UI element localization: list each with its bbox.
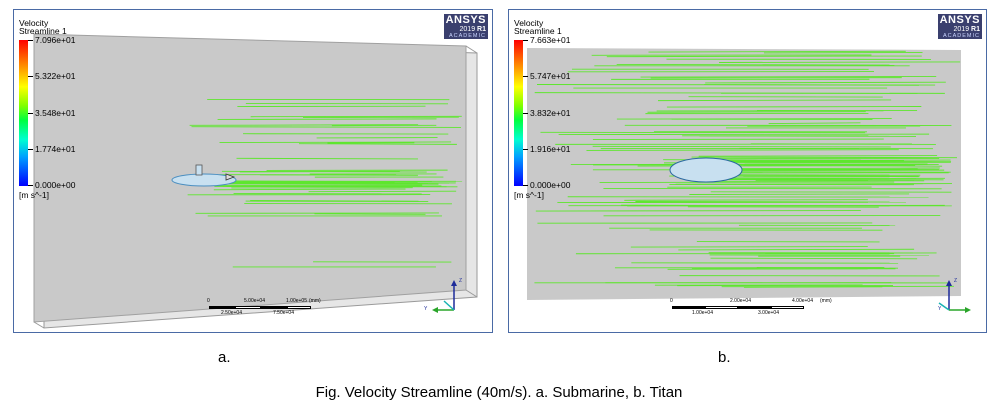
streamline [666, 106, 922, 108]
streamline [768, 122, 861, 125]
streamline [592, 138, 884, 141]
cfd-viewport-a[interactable] [14, 10, 492, 332]
axis-triad-b [938, 280, 971, 313]
streamline [213, 188, 406, 191]
legend-title: Velocity Streamline 1 [19, 18, 67, 36]
domain-plane [33, 33, 467, 323]
figure-caption: Fig. Velocity Streamline (40m/s). a. Sub… [315, 384, 683, 401]
streamline [586, 149, 899, 151]
colorbar [19, 40, 28, 186]
streamline [616, 63, 895, 66]
streamline [714, 180, 925, 182]
titan-body [669, 157, 743, 183]
streamline [743, 164, 943, 167]
viewport-panel-a[interactable]: Velocity Streamline 1 7.096e+01 5.322e+0… [13, 9, 493, 333]
streamline [711, 169, 945, 172]
streamline [250, 199, 419, 202]
streamline [658, 99, 892, 102]
legend-unit: [m s^-1] [19, 190, 49, 200]
streamline [236, 157, 418, 160]
streamline [738, 174, 921, 177]
viewport-panel-b[interactable]: Velocity Streamline 1 7.663e+01 5.747e+0… [508, 9, 987, 333]
streamline [606, 55, 922, 58]
streamline [719, 61, 961, 63]
streamline [691, 156, 958, 159]
streamline [698, 155, 938, 157]
streamline [647, 111, 866, 113]
axis-y-label: Y [938, 306, 942, 312]
axis-z-label: Z [459, 278, 463, 284]
axis-triad-a [432, 280, 457, 313]
streamline [219, 141, 452, 143]
axis-y-label: Y [424, 306, 428, 312]
legend-value: 1.916e+01 [530, 144, 571, 154]
streamline [727, 177, 945, 180]
streamline [640, 75, 937, 78]
legend-value: 5.747e+01 [530, 71, 571, 81]
colorbar [514, 40, 523, 186]
streamline [648, 50, 906, 53]
streamline [685, 159, 951, 162]
streamline [212, 184, 423, 187]
domain-plane [527, 48, 961, 300]
streamline [221, 170, 427, 173]
legend-max: 7.096e+01 [35, 35, 76, 45]
streamline [710, 257, 918, 260]
cfd-viewport-b[interactable] [509, 10, 986, 332]
streamline [592, 145, 891, 148]
subfigure-label-b: b. [718, 349, 731, 366]
submarine-tail [225, 173, 236, 181]
streamline [536, 84, 936, 86]
legend-value: 3.548e+01 [35, 108, 76, 118]
legend-value: 1.774e+01 [35, 144, 76, 154]
streamline [689, 193, 910, 195]
submarine-body [171, 173, 237, 187]
streamline [191, 126, 461, 128]
scale-bar-a: 0 5.00e+04 1.00e+05 (mm) 2.50e+04 7.50e+… [207, 298, 321, 316]
legend-min: 0.000e+00 [35, 180, 76, 190]
ansys-logo: ANSYS 2019 R1 ACADEMIC [443, 14, 488, 39]
submarine-sail [195, 164, 203, 176]
streamline [678, 248, 915, 251]
streamlines-a [187, 98, 463, 268]
legend-max: 7.663e+01 [530, 35, 571, 45]
streamline [675, 183, 952, 185]
streamline [635, 201, 906, 203]
legend-value: 5.322e+01 [35, 71, 76, 81]
streamline [189, 124, 419, 126]
streamline [217, 118, 437, 120]
legend-unit: [m s^-1] [514, 190, 544, 200]
axis-z-label: Z [954, 278, 958, 284]
subfigure-label-a: a. [218, 349, 231, 366]
legend-min: 0.000e+00 [530, 180, 571, 190]
legend-title: Velocity Streamline 1 [514, 18, 562, 36]
streamline [624, 199, 868, 201]
scale-bar-b: 0 2.00e+04 4.00e+04 (mm) 1.00e+04 3.00e+… [670, 298, 832, 316]
streamline [298, 143, 457, 145]
streamline [308, 190, 457, 193]
streamlines-b [534, 50, 961, 288]
ansys-logo: ANSYS 2019 R1 ACADEMIC [937, 14, 982, 39]
legend-value: 3.832e+01 [530, 108, 571, 118]
streamline [705, 81, 946, 84]
